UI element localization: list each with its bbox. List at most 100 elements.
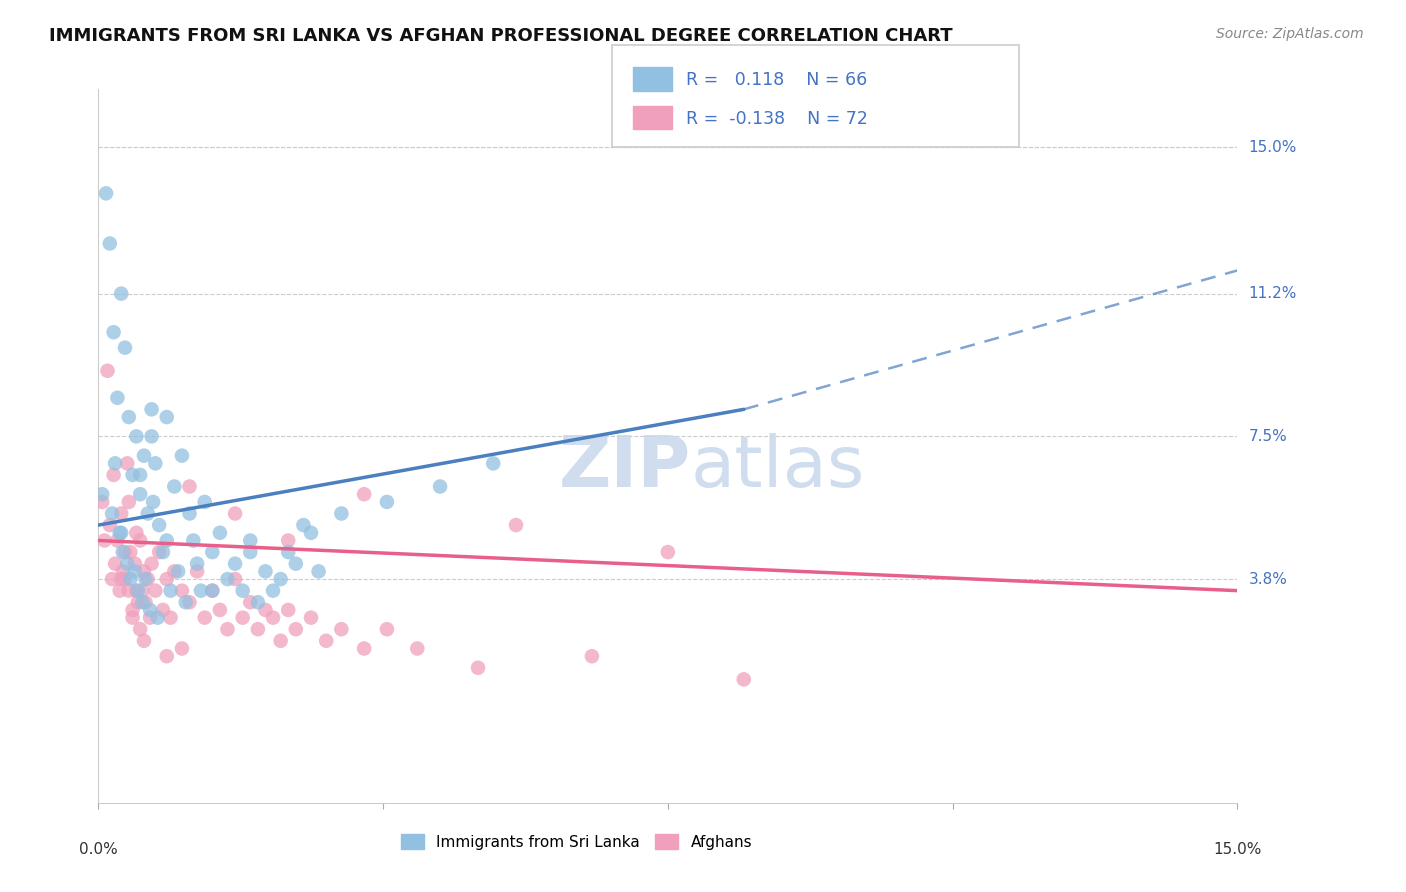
Point: [353, 641, 375, 656]
Text: R =  -0.138    N = 72: R = -0.138 N = 72: [686, 110, 868, 128]
Text: 7.5%: 7.5%: [1249, 429, 1286, 444]
Point: [201, 583, 224, 598]
Point: [152, 603, 174, 617]
Point: [111, 545, 134, 559]
Point: [141, 402, 163, 417]
Point: [201, 545, 224, 559]
Point: [163, 565, 186, 579]
Point: [110, 525, 132, 540]
Point: [208, 525, 231, 540]
Point: [131, 583, 153, 598]
Point: [156, 410, 179, 425]
Point: [270, 633, 292, 648]
Point: [132, 565, 155, 579]
Point: [129, 533, 152, 548]
Point: [194, 610, 217, 624]
Point: [315, 633, 337, 648]
Point: [152, 545, 174, 559]
Point: [118, 583, 141, 598]
Point: [148, 518, 170, 533]
Point: [110, 286, 132, 301]
Point: [375, 495, 398, 509]
Point: [299, 525, 322, 540]
Point: [94, 186, 117, 201]
Point: [277, 603, 299, 617]
Point: [125, 583, 148, 598]
Point: [101, 572, 124, 586]
Legend: Immigrants from Sri Lanka, Afghans: Immigrants from Sri Lanka, Afghans: [395, 828, 758, 855]
Point: [292, 518, 315, 533]
Point: [107, 533, 129, 548]
Point: [110, 572, 132, 586]
Point: [141, 557, 163, 571]
Point: [91, 495, 114, 509]
Point: [129, 622, 152, 636]
Point: [131, 595, 153, 609]
Text: Source: ZipAtlas.com: Source: ZipAtlas.com: [1216, 27, 1364, 41]
Text: 15.0%: 15.0%: [1249, 139, 1296, 154]
Point: [145, 456, 167, 470]
Point: [505, 518, 527, 533]
Point: [121, 610, 143, 624]
Point: [156, 572, 179, 586]
Text: atlas: atlas: [690, 433, 865, 502]
Point: [107, 391, 129, 405]
Point: [467, 661, 489, 675]
Point: [239, 545, 262, 559]
Point: [114, 545, 136, 559]
Point: [132, 633, 155, 648]
Point: [299, 610, 322, 624]
Point: [284, 557, 307, 571]
Point: [733, 673, 755, 687]
Point: [104, 557, 127, 571]
Point: [129, 467, 152, 482]
Point: [239, 533, 262, 548]
Point: [104, 456, 127, 470]
Point: [110, 507, 132, 521]
Point: [375, 622, 398, 636]
Point: [170, 641, 193, 656]
Point: [108, 583, 131, 598]
Point: [134, 595, 156, 609]
Point: [174, 595, 197, 609]
Point: [254, 565, 277, 579]
Text: 11.2%: 11.2%: [1249, 286, 1296, 301]
Point: [482, 456, 505, 470]
Text: 15.0%: 15.0%: [1213, 842, 1261, 856]
Point: [98, 236, 121, 251]
Point: [159, 583, 181, 598]
Point: [179, 507, 201, 521]
Point: [114, 572, 136, 586]
Point: [183, 533, 205, 548]
Point: [330, 507, 353, 521]
Point: [121, 603, 143, 617]
Point: [217, 622, 239, 636]
Point: [170, 449, 193, 463]
Point: [117, 456, 139, 470]
Point: [96, 364, 118, 378]
Text: 3.8%: 3.8%: [1249, 572, 1288, 587]
Point: [124, 565, 146, 579]
Point: [163, 479, 186, 493]
Point: [167, 565, 190, 579]
Point: [125, 525, 148, 540]
Point: [217, 572, 239, 586]
Point: [103, 325, 125, 339]
Point: [201, 583, 224, 598]
Point: [308, 565, 330, 579]
Point: [120, 572, 142, 586]
Point: [246, 595, 269, 609]
Text: IMMIGRANTS FROM SRI LANKA VS AFGHAN PROFESSIONAL DEGREE CORRELATION CHART: IMMIGRANTS FROM SRI LANKA VS AFGHAN PROF…: [49, 27, 953, 45]
Point: [101, 507, 124, 521]
Point: [132, 449, 155, 463]
Point: [262, 583, 284, 598]
Point: [277, 533, 299, 548]
Point: [117, 557, 139, 571]
Text: ZIP: ZIP: [558, 433, 690, 502]
Point: [179, 595, 201, 609]
Point: [277, 545, 299, 559]
Point: [232, 610, 254, 624]
Point: [194, 495, 217, 509]
Point: [159, 610, 181, 624]
Point: [91, 487, 114, 501]
